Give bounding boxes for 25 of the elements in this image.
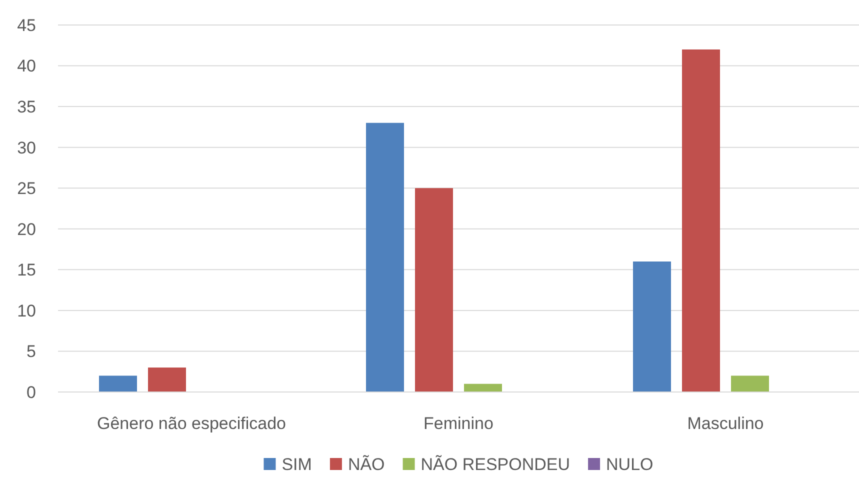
bar — [731, 376, 769, 392]
x-tick-label: Masculino — [687, 414, 764, 433]
bar — [682, 49, 720, 392]
legend-label: NULO — [606, 454, 654, 474]
x-tick-label: Gênero não especificado — [96, 414, 286, 433]
y-tick-label: 30 — [17, 138, 36, 158]
y-tick-label: 45 — [17, 16, 36, 35]
bar — [366, 122, 404, 392]
bar — [415, 188, 453, 392]
legend-label: NÃO — [348, 454, 385, 474]
y-tick-label: 35 — [17, 98, 36, 117]
y-tick-label: 15 — [17, 260, 36, 280]
y-tick-label: 0 — [26, 382, 36, 402]
bar — [99, 376, 137, 392]
legend-label: NÃO RESPONDEU — [420, 454, 570, 474]
y-tick-label: 5 — [26, 342, 36, 362]
bar — [464, 384, 502, 392]
y-tick-label: 10 — [17, 301, 36, 320]
y-tick-label: 25 — [17, 179, 36, 198]
y-tick-label: 20 — [17, 220, 36, 239]
y-tick-label: 40 — [17, 56, 36, 76]
legend-label: SIM — [282, 454, 312, 474]
bar — [148, 368, 186, 392]
x-tick-label: Feminino — [424, 414, 494, 433]
bar — [633, 262, 671, 392]
